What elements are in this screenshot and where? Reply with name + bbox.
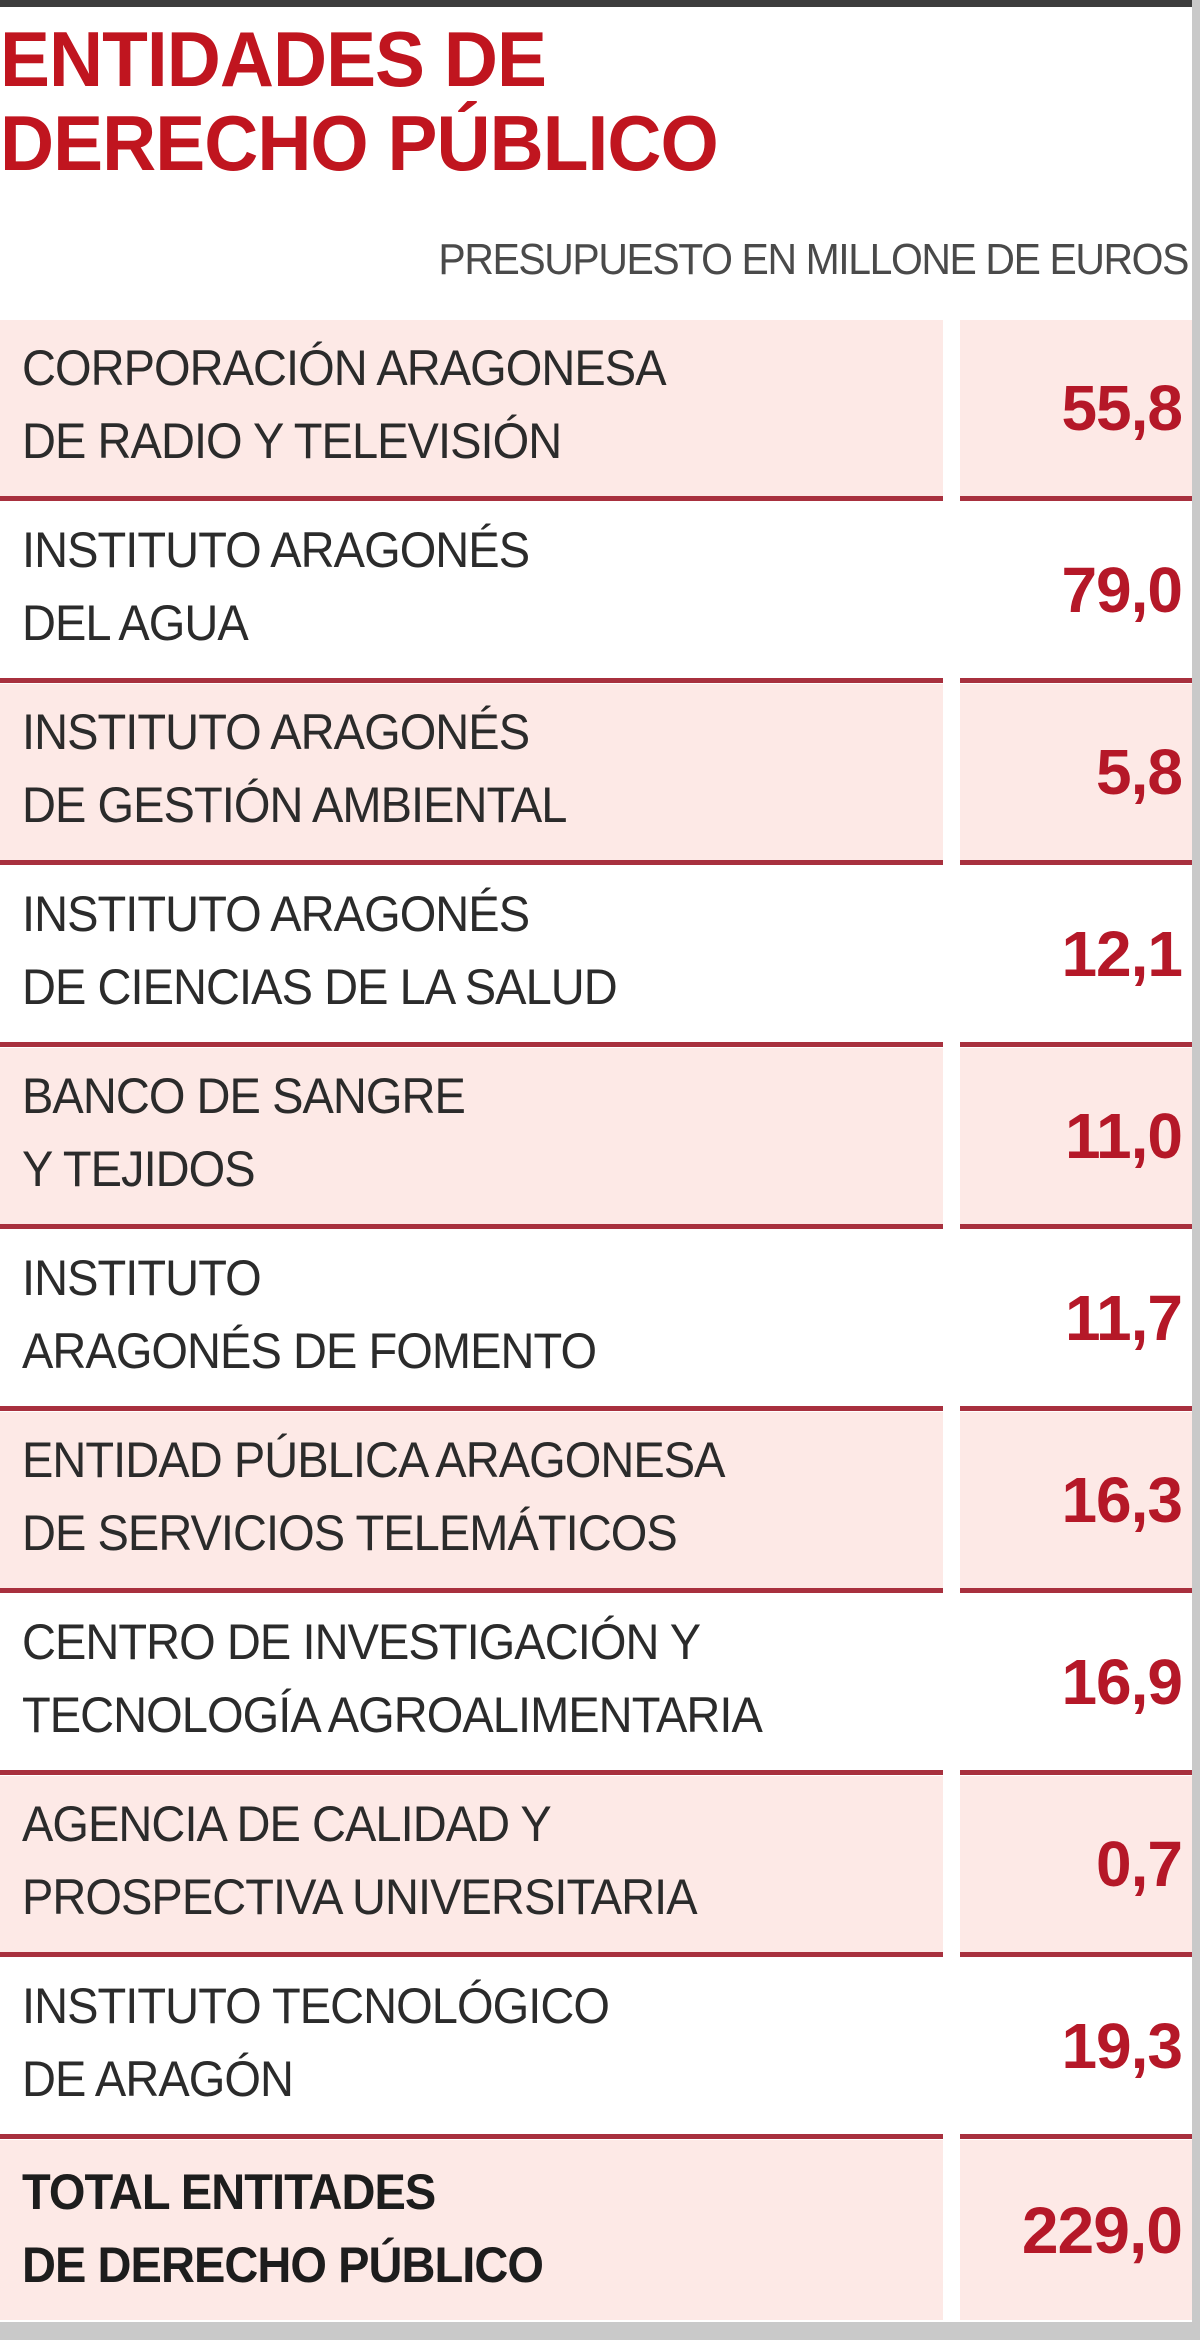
row-divider [0,1406,943,1411]
value-cell: 55,8 [960,320,1192,496]
row-divider [0,1952,943,1957]
value-cell: 16,3 [960,1412,1192,1588]
row-divider [960,1952,1192,1957]
name-cell: INSTITUTO TECNOLÓGICO DE ARAGÓN [0,1958,943,2134]
value-cell: 11,7 [960,1230,1192,1406]
name-cell: CORPORACIÓN ARAGONESA DE RADIO Y TELEVIS… [0,320,943,496]
name-cell: BANCO DE SANGRE Y TEJIDOS [0,1048,943,1224]
total-label: TOTAL ENTITADES DE DERECHO PÚBLICO [22,2164,544,2293]
page-title: ENTIDADES DE DERECHO PÚBLICO [0,15,719,187]
row-divider [960,1042,1192,1047]
entity-name: INSTITUTO TECNOLÓGICO DE ARAGÓN [22,1978,610,2107]
name-cell: INSTITUTO ARAGONÉS DE GESTIÓN AMBIENTAL [0,684,943,860]
name-cell: AGENCIA DE CALIDAD Y PROSPECTIVA UNIVERS… [0,1776,943,1952]
value-cell: 16,9 [960,1594,1192,1770]
total-row: TOTAL ENTITADES DE DERECHO PÚBLICO 229,0 [0,2140,1192,2320]
table-row: INSTITUTO ARAGONÉS DE CIENCIAS DE LA SAL… [0,866,1192,1048]
row-divider [0,678,943,683]
table-row: AGENCIA DE CALIDAD Y PROSPECTIVA UNIVERS… [0,1776,1192,1958]
table-row: INSTITUTO ARAGONÉS DE FOMENTO 11,7 [0,1230,1192,1412]
entity-value: 0,7 [1096,1828,1183,1900]
name-cell: INSTITUTO ARAGONÉS DE CIENCIAS DE LA SAL… [0,866,943,1042]
entity-name: ENTIDAD PÚBLICA ARAGONESA DE SERVICIOS T… [22,1432,726,1561]
row-divider [0,2134,943,2139]
entity-value: 11,0 [1064,1100,1183,1172]
entity-value: 12,1 [1061,918,1183,990]
value-cell: 229,0 [960,2140,1192,2320]
row-divider [960,496,1192,501]
table-row: INSTITUTO ARAGONÉS DE GESTIÓN AMBIENTAL … [0,684,1192,866]
table-row: CENTRO DE INVESTIGACIÓN Y TECNOLOGÍA AGR… [0,1594,1192,1776]
row-divider [0,1588,943,1593]
row-divider [960,1588,1192,1593]
row-divider [960,1224,1192,1229]
table-row: INSTITUTO TECNOLÓGICO DE ARAGÓN 19,3 [0,1958,1192,2140]
name-cell: INSTITUTO ARAGONÉS DE FOMENTO [0,1230,943,1406]
value-cell: 12,1 [960,866,1192,1042]
entity-name: BANCO DE SANGRE Y TEJIDOS [22,1068,466,1197]
row-divider [960,860,1192,865]
name-cell: CENTRO DE INVESTIGACIÓN Y TECNOLOGÍA AGR… [0,1594,943,1770]
row-divider [0,496,943,501]
entity-name: CORPORACIÓN ARAGONESA DE RADIO Y TELEVIS… [22,340,667,469]
entity-name: INSTITUTO ARAGONÉS DE GESTIÓN AMBIENTAL [22,704,567,833]
row-divider [0,1770,943,1775]
row-divider [0,860,943,865]
row-divider [960,678,1192,683]
value-cell: 19,3 [960,1958,1192,2134]
table-row: ENTIDAD PÚBLICA ARAGONESA DE SERVICIOS T… [0,1412,1192,1594]
row-divider [960,1770,1192,1775]
table-row: BANCO DE SANGRE Y TEJIDOS 11,0 [0,1048,1192,1230]
row-divider [960,1406,1192,1411]
row-divider [960,2134,1192,2139]
entity-value: 11,7 [1064,1282,1183,1354]
budget-table: CORPORACIÓN ARAGONESA DE RADIO Y TELEVIS… [0,320,1192,2320]
table-row: INSTITUTO ARAGONÉS DEL AGUA 79,0 [0,502,1192,684]
entity-value: 55,8 [1061,372,1183,444]
name-cell: ENTIDAD PÚBLICA ARAGONESA DE SERVICIOS T… [0,1412,943,1588]
value-cell: 0,7 [960,1776,1192,1952]
name-cell: TOTAL ENTITADES DE DERECHO PÚBLICO [0,2140,943,2320]
subtitle: PRESUPUESTO EN MILLONE DE EUROS [438,235,1189,284]
value-cell: 79,0 [960,502,1192,678]
entity-name: INSTITUTO ARAGONÉS DE CIENCIAS DE LA SAL… [22,886,618,1015]
row-divider [0,1042,943,1047]
entity-value: 16,9 [1061,1646,1183,1718]
entity-name: INSTITUTO ARAGONÉS DEL AGUA [22,522,530,651]
entity-value: 79,0 [1061,554,1183,626]
value-cell: 5,8 [960,684,1192,860]
entity-name: AGENCIA DE CALIDAD Y PROSPECTIVA UNIVERS… [22,1796,698,1925]
entity-name: INSTITUTO ARAGONÉS DE FOMENTO [22,1250,597,1379]
entity-value: 5,8 [1096,736,1183,808]
entity-name: CENTRO DE INVESTIGACIÓN Y TECNOLOGÍA AGR… [22,1614,763,1743]
entity-value: 16,3 [1061,1464,1183,1536]
table-row: CORPORACIÓN ARAGONESA DE RADIO Y TELEVIS… [0,320,1192,502]
value-cell: 11,0 [960,1048,1192,1224]
total-value: 229,0 [1021,2193,1183,2267]
name-cell: INSTITUTO ARAGONÉS DEL AGUA [0,502,943,678]
row-divider [0,1224,943,1229]
entity-value: 19,3 [1061,2010,1183,2082]
